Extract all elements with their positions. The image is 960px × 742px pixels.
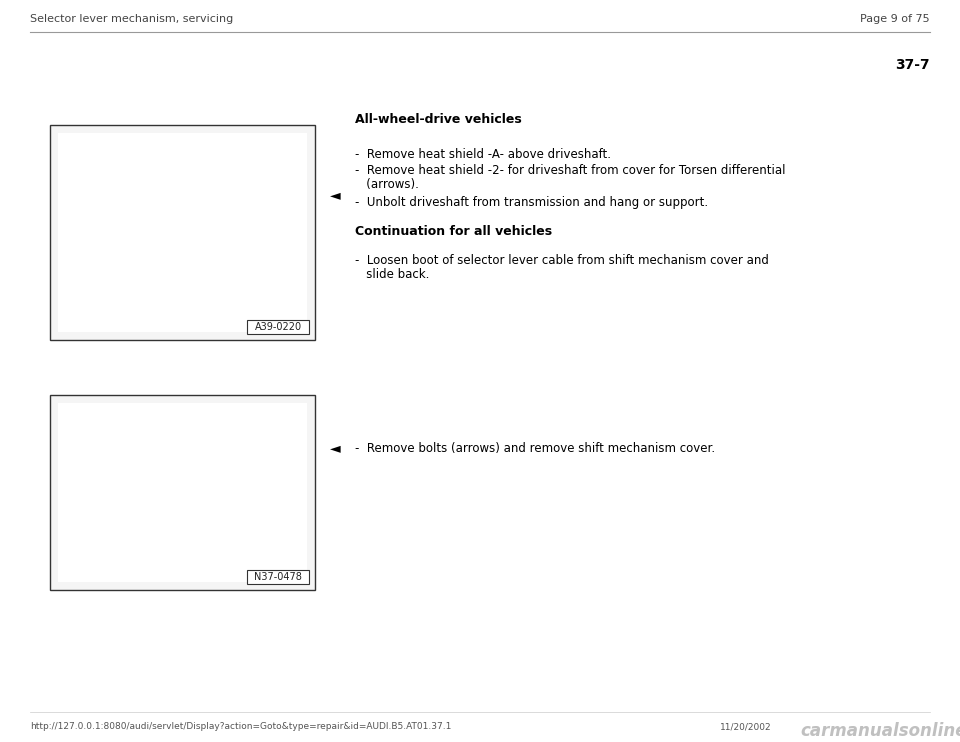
Text: ◄: ◄: [329, 188, 340, 202]
Bar: [247, 320, 309, 334]
Bar: [50, 395, 315, 590]
Text: 37-7: 37-7: [896, 58, 930, 72]
Text: (arrows).: (arrows).: [355, 178, 419, 191]
Text: All-wheel-drive vehicles: All-wheel-drive vehicles: [355, 113, 521, 126]
Text: -  Remove heat shield -2- for driveshaft from cover for Torsen differential: - Remove heat shield -2- for driveshaft …: [355, 164, 785, 177]
Text: slide back.: slide back.: [355, 268, 429, 281]
Bar: [247, 570, 309, 584]
Text: Page 9 of 75: Page 9 of 75: [860, 14, 930, 24]
Text: -  Remove heat shield -A- above driveshaft.: - Remove heat shield -A- above driveshaf…: [355, 148, 611, 161]
Bar: [58, 133, 307, 332]
Text: ◄: ◄: [329, 441, 340, 455]
Text: Continuation for all vehicles: Continuation for all vehicles: [355, 225, 552, 238]
Text: 11/20/2002: 11/20/2002: [720, 722, 772, 731]
Text: -  Remove bolts (arrows) and remove shift mechanism cover.: - Remove bolts (arrows) and remove shift…: [355, 442, 715, 455]
Bar: [50, 125, 315, 340]
Text: carmanualsonline.info: carmanualsonline.info: [800, 722, 960, 740]
Text: Selector lever mechanism, servicing: Selector lever mechanism, servicing: [30, 14, 233, 24]
Text: N37-0478: N37-0478: [254, 572, 302, 582]
Text: -  Loosen boot of selector lever cable from shift mechanism cover and: - Loosen boot of selector lever cable fr…: [355, 254, 769, 267]
Text: http://127.0.0.1:8080/audi/servlet/Display?action=Goto&type=repair&id=AUDI.B5.AT: http://127.0.0.1:8080/audi/servlet/Displ…: [30, 722, 451, 731]
Text: -  Unbolt driveshaft from transmission and hang or support.: - Unbolt driveshaft from transmission an…: [355, 196, 708, 209]
Text: A39-0220: A39-0220: [254, 322, 301, 332]
Bar: [58, 403, 307, 582]
